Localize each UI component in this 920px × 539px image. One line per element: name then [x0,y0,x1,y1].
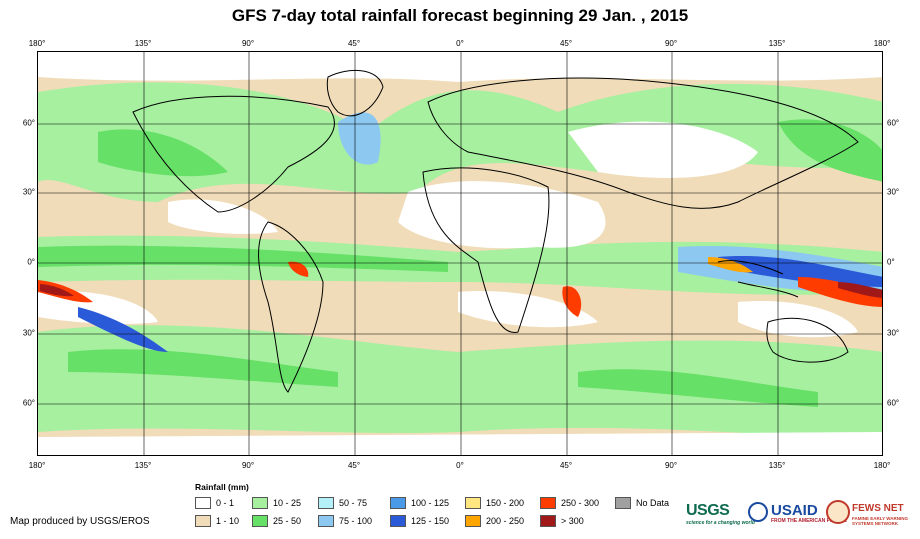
legend-label: 25 - 50 [273,516,302,526]
legend-label: 100 - 125 [411,498,450,508]
heavy-rain-spots [38,257,882,352]
legend-label: 125 - 150 [411,516,450,526]
lon-tick: 90° [241,39,255,48]
legend-item: 75 - 100 [318,515,372,527]
legend-item: 25 - 50 [252,515,301,527]
lat-tick: 60° [887,398,900,408]
legend-item: 0 - 1 [195,497,234,509]
lon-tick: 45° [559,39,573,48]
graticule [38,52,882,455]
lon-tick: 45° [347,39,361,48]
legend-label: 150 - 200 [486,498,525,508]
legend-swatch [318,515,334,527]
lon-tick: 180° [28,39,46,48]
credit-text: Map produced by USGS/EROS [10,516,150,527]
usaid-seal-icon [748,502,768,522]
lat-tick: 30° [22,328,35,338]
legend-label: No Data [636,498,670,508]
lat-tick: 60° [887,118,900,128]
legend-label: 200 - 250 [486,516,525,526]
legend-swatch [318,497,334,509]
legend-swatch [252,497,268,509]
map-title: GFS 7-day total rainfall forecast beginn… [231,6,689,25]
lon-tick: 45° [347,461,361,470]
fews-net-tagline: FAMINE EARLY WARNING SYSTEMS NETWORK [852,516,909,526]
usgs-logo: USGS [686,502,730,519]
legend-swatch [465,515,481,527]
legend-item: 100 - 125 [390,497,449,509]
lon-tick: 45° [559,461,573,470]
legend-swatch [390,515,406,527]
legend-item: 10 - 25 [252,497,301,509]
lon-tick: 90° [664,461,678,470]
legend-swatch [252,515,268,527]
rainfall-map-graphic [38,52,882,455]
legend-label: 75 - 100 [339,516,373,526]
legend-swatch [195,515,211,527]
legend-label: 250 - 300 [561,498,600,508]
legend-swatch [195,497,211,509]
lon-tick: 0° [456,461,464,470]
legend-item: 150 - 200 [465,497,524,509]
lon-tick: 90° [241,461,255,470]
lon-tick: 135° [134,39,152,48]
legend-item: 1 - 10 [195,515,239,527]
legend-swatch [540,515,556,527]
rainfall-map [37,51,883,456]
lat-tick: 60° [22,398,35,408]
lat-tick: 0° [27,257,35,267]
lon-tick: 135° [768,461,786,470]
usgs-tagline: science for a changing world [686,520,755,526]
legend-item: 125 - 150 [390,515,449,527]
legend-item: > 300 [540,515,584,527]
legend-swatch [615,497,631,509]
lat-tick: 0° [887,257,895,267]
legend-label: > 300 [561,516,584,526]
legend-swatch [390,497,406,509]
lon-tick: 90° [664,39,678,48]
legend-swatch [465,497,481,509]
legend-item: 200 - 250 [465,515,524,527]
legend-swatch [540,497,556,509]
lon-tick: 180° [873,461,891,470]
lon-tick: 0° [456,39,464,48]
lon-tick: 135° [134,461,152,470]
lon-tick: 180° [28,461,46,470]
legend-label: 10 - 25 [273,498,302,508]
legend-label: 50 - 75 [339,498,368,508]
legend-title: Rainfall (mm) [195,482,249,492]
usaid-tagline: FROM THE AMERICAN PEOPLE [771,518,847,524]
fews-net-logo: FEWS NET [852,503,904,514]
lat-tick: 30° [22,187,35,197]
legend-item: No Data [615,497,669,509]
lat-tick: 30° [887,328,900,338]
lat-tick: 30° [887,187,900,197]
usaid-logo: USAID [771,502,818,519]
fews-globe-icon [826,500,850,524]
lat-tick: 60° [22,118,35,128]
lon-tick: 135° [768,39,786,48]
legend-item: 50 - 75 [318,497,367,509]
legend-label: 0 - 1 [216,498,235,508]
coastlines [132,69,859,393]
lon-tick: 180° [873,39,891,48]
legend-label: 1 - 10 [216,516,240,526]
legend-item: 250 - 300 [540,497,599,509]
